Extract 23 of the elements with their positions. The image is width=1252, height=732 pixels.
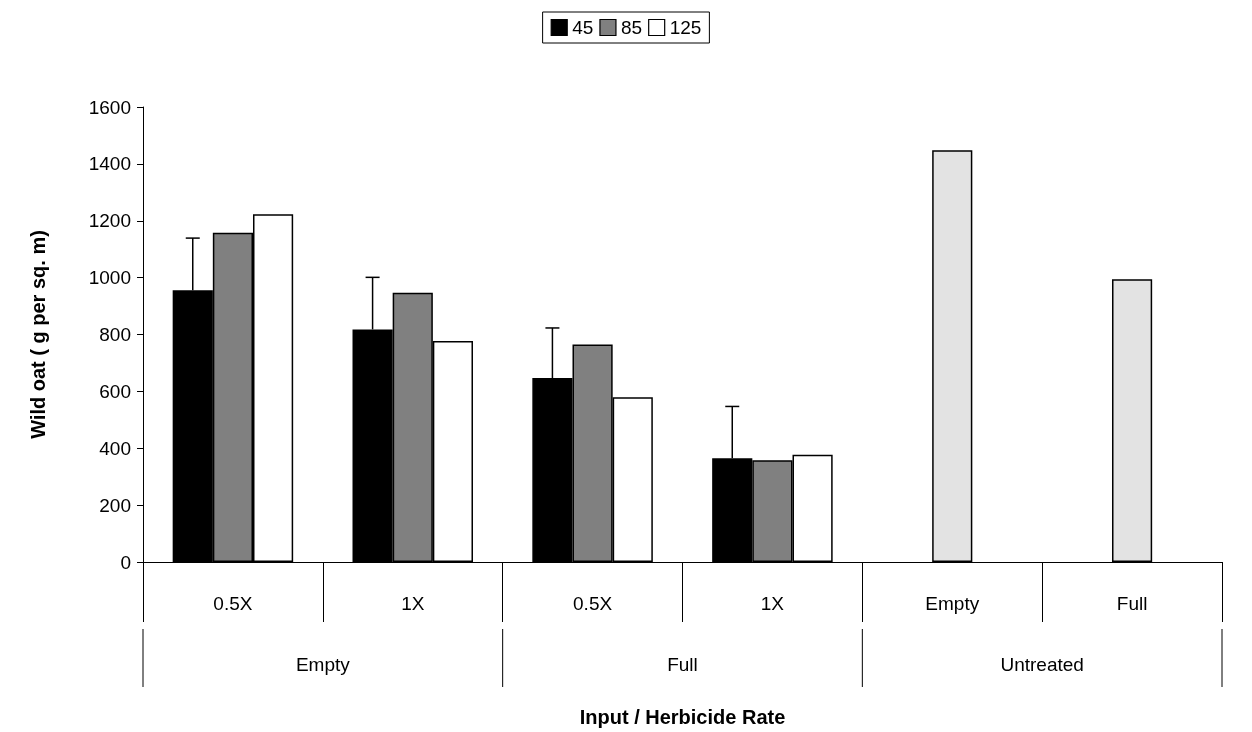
text: Full bbox=[667, 653, 698, 675]
legend-label: 45 bbox=[572, 17, 594, 38]
y-tick-label: 1400 bbox=[88, 153, 131, 175]
text: Empty bbox=[295, 653, 351, 675]
x-tick-label: 0.5X bbox=[573, 593, 613, 614]
legend-label: 125 bbox=[669, 17, 702, 38]
x-tick-label: 1X bbox=[401, 593, 425, 614]
y-tick-label: 0 bbox=[120, 551, 131, 573]
text: Untreated bbox=[1000, 653, 1084, 675]
legend-label: 85 bbox=[620, 17, 643, 38]
y-axis-title: Wild oat ( g per sq. m) bbox=[27, 230, 49, 439]
y-tick-label: 800 bbox=[99, 324, 131, 345]
y-tick-label: 1200 bbox=[88, 210, 131, 232]
x-tick-label: 1X bbox=[760, 593, 785, 614]
x-tick-label: Empty bbox=[925, 593, 980, 614]
y-tick-label: 600 bbox=[99, 380, 131, 402]
x-axis-title: Input / Herbicide Rate bbox=[579, 706, 786, 728]
x-tick-label: Full bbox=[1116, 593, 1148, 614]
y-tick-label: 1000 bbox=[88, 267, 131, 289]
y-tick-label: 400 bbox=[99, 437, 131, 459]
y-tick-label: 1600 bbox=[88, 96, 131, 118]
x-tick-label: 0.5X bbox=[213, 593, 253, 614]
y-tick-label: 200 bbox=[99, 494, 131, 516]
